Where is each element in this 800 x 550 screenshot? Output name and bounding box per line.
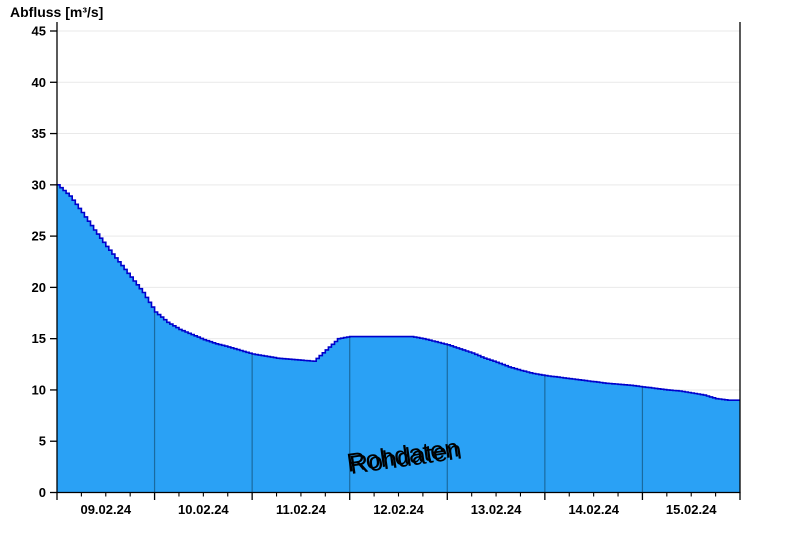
x-date-label: 15.02.24 [666, 502, 717, 517]
y-tick-label-45: 45 [32, 24, 46, 39]
y-tick-label-35: 35 [32, 126, 46, 141]
x-date-label: 09.02.24 [80, 502, 131, 517]
axis-ticks [50, 30, 741, 500]
x-date-label: 12.02.24 [373, 502, 424, 517]
y-tick-label-10: 10 [32, 382, 46, 397]
chart-title: Abfluss [m³/s] [10, 4, 103, 20]
y-tick-label-20: 20 [32, 280, 46, 295]
y-axis-tick-labels: 0 5 10 15 20 25 30 35 40 45 [32, 24, 46, 501]
x-date-label: 14.02.24 [568, 502, 619, 517]
x-date-label: 11.02.24 [276, 502, 327, 517]
y-tick-label-30: 30 [32, 177, 46, 192]
x-date-label: 10.02.24 [178, 502, 229, 517]
discharge-area-fill [57, 184, 740, 493]
y-tick-label-5: 5 [39, 434, 46, 449]
y-tick-label-40: 40 [32, 75, 46, 90]
y-tick-label-15: 15 [32, 331, 46, 346]
y-tick-label-0: 0 [39, 485, 46, 500]
discharge-curve-line [57, 184, 740, 401]
y-tick-label-25: 25 [32, 229, 46, 244]
x-date-label: 13.02.24 [471, 502, 522, 517]
x-axis-date-labels: 09.02.24 10.02.24 11.02.24 12.02.24 13.02.24… [80, 502, 717, 517]
